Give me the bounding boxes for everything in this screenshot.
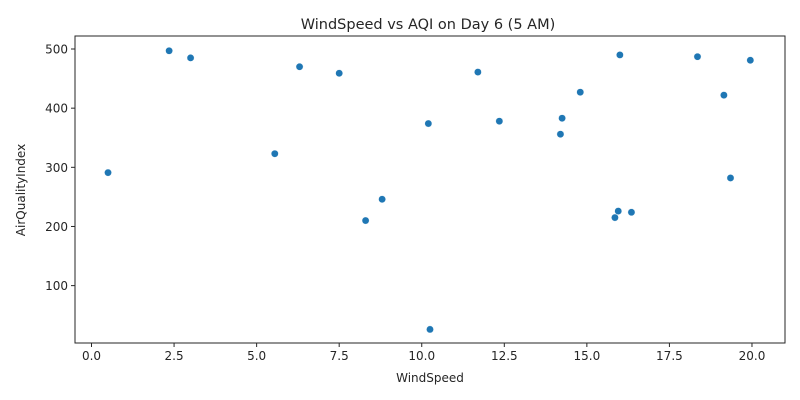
data-point bbox=[270, 149, 279, 158]
x-tick-label: 15.0 bbox=[574, 349, 601, 363]
data-point bbox=[611, 213, 619, 222]
data-point bbox=[627, 208, 636, 217]
x-tick-label: 10.0 bbox=[408, 349, 435, 363]
data-point bbox=[426, 325, 434, 334]
data-point bbox=[726, 174, 735, 182]
data-point bbox=[614, 207, 623, 215]
y-tick-label: 300 bbox=[45, 161, 68, 175]
data-point bbox=[693, 52, 702, 61]
data-point bbox=[104, 168, 112, 177]
plot-frame bbox=[74, 35, 786, 344]
y-tick-label: 500 bbox=[45, 43, 68, 57]
data-point bbox=[361, 216, 370, 225]
y-axis-ticks: 100 200 300 400 500 bbox=[45, 43, 75, 293]
data-point bbox=[616, 51, 624, 59]
x-tick-label: 20.0 bbox=[739, 349, 766, 363]
data-point bbox=[335, 69, 343, 78]
y-tick-label: 200 bbox=[45, 220, 68, 234]
data-point bbox=[558, 114, 566, 123]
x-tick-label: 2.5 bbox=[165, 349, 184, 363]
x-tick-label: 0.0 bbox=[82, 349, 101, 363]
data-point bbox=[495, 117, 504, 125]
x-tick-label: 7.5 bbox=[330, 349, 349, 363]
y-tick-label: 100 bbox=[45, 279, 68, 293]
data-point bbox=[165, 46, 173, 55]
data-point bbox=[556, 130, 565, 138]
data-point bbox=[186, 54, 195, 62]
data-point bbox=[295, 62, 304, 71]
x-tick-label: 12.5 bbox=[491, 349, 518, 363]
data-point bbox=[720, 91, 728, 99]
data-point bbox=[378, 195, 386, 204]
x-axis-label: WindSpeed bbox=[396, 371, 464, 385]
data-point bbox=[424, 119, 433, 128]
x-axis-ticks: 0.0 2.5 5.0 7.5 10.0 12.5 15.0 17.5 20.0 bbox=[82, 343, 765, 363]
y-tick-label: 400 bbox=[45, 102, 68, 116]
data-point bbox=[576, 88, 585, 96]
y-axis-label: AirQualityIndex bbox=[14, 144, 28, 236]
chart-title: WindSpeed vs AQI on Day 6 (5 AM) bbox=[301, 17, 556, 33]
x-tick-label: 17.5 bbox=[656, 349, 683, 363]
data-point bbox=[474, 68, 482, 76]
points-layer bbox=[104, 46, 755, 334]
data-point bbox=[746, 56, 755, 65]
x-tick-label: 5.0 bbox=[247, 349, 266, 363]
